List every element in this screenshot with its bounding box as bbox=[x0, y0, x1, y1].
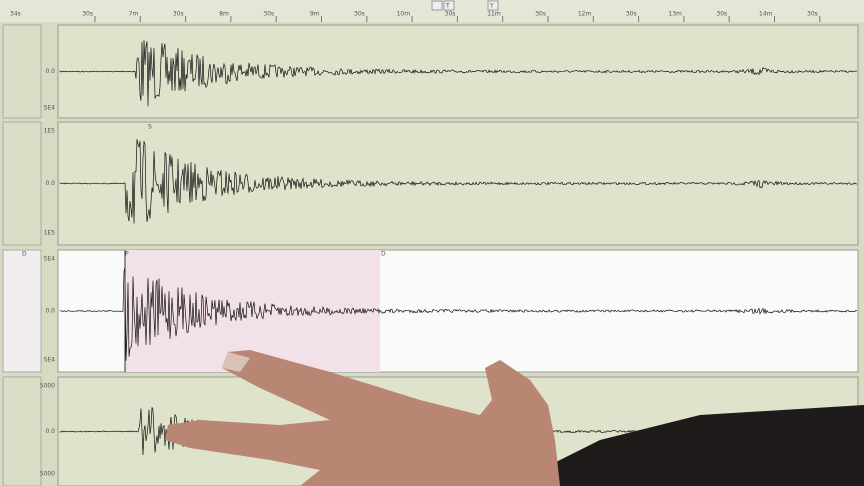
trace-panel bbox=[57, 121, 859, 246]
ruler-label: 30s bbox=[263, 11, 274, 18]
ruler-label: 14m bbox=[759, 11, 773, 18]
ruler-label: 30s bbox=[535, 11, 546, 18]
ruler-label: 30s bbox=[354, 11, 365, 18]
amplitude-label: 5E4 bbox=[44, 105, 56, 112]
marker: D bbox=[22, 251, 27, 258]
amplitude-label: 5000 bbox=[40, 383, 55, 390]
fingernail bbox=[222, 352, 250, 372]
sleeve bbox=[530, 405, 864, 486]
ruler-label: 11m bbox=[487, 11, 501, 18]
ruler-label: 30s bbox=[445, 11, 456, 18]
tool-button-label: Y bbox=[489, 3, 494, 10]
tool-button[interactable] bbox=[487, 0, 499, 11]
amplitude-label: 5000 bbox=[40, 471, 55, 478]
label-column bbox=[2, 24, 42, 119]
waveform bbox=[59, 266, 858, 361]
ruler-label: 10m bbox=[397, 11, 411, 18]
phase-pick: P bbox=[125, 251, 129, 258]
amplitude-label: 0.0 bbox=[45, 428, 55, 435]
ruler-label: 30s bbox=[173, 11, 184, 18]
amplitude-label: 1E5 bbox=[44, 128, 56, 135]
ruler-label: 30s bbox=[626, 11, 637, 18]
ruler-label: 30s bbox=[807, 11, 818, 18]
amplitude-label: 0.0 bbox=[45, 180, 55, 187]
label-column bbox=[2, 376, 42, 486]
phase-pick: S bbox=[148, 124, 152, 131]
tool-button[interactable] bbox=[431, 0, 443, 11]
trace-panel bbox=[57, 24, 859, 119]
amplitude-label: 1E5 bbox=[44, 230, 56, 237]
ruler-label: 7m bbox=[129, 11, 139, 18]
waveform bbox=[59, 40, 858, 107]
label-column bbox=[2, 249, 42, 373]
amplitude-label: 5E4 bbox=[44, 357, 56, 364]
ruler-label: 9m bbox=[310, 11, 320, 18]
ruler-label: 12m bbox=[578, 11, 592, 18]
ruler-label: 8m bbox=[219, 11, 229, 18]
amplitude-label: 0.0 bbox=[45, 68, 55, 75]
amplitude-label: 5E4 bbox=[44, 256, 56, 263]
label-column bbox=[2, 121, 42, 246]
ruler-label: 30s bbox=[716, 11, 727, 18]
marker: D bbox=[381, 251, 386, 258]
ruler-start: 34s bbox=[10, 11, 21, 18]
waveform bbox=[59, 139, 858, 224]
ruler-label: 13m bbox=[668, 11, 682, 18]
amplitude-label: 0.0 bbox=[45, 308, 55, 315]
tool-button[interactable] bbox=[443, 0, 455, 11]
ruler-label: 30s bbox=[82, 11, 93, 18]
hand bbox=[165, 350, 560, 486]
time-ruler bbox=[0, 0, 864, 22]
tool-button-label: T bbox=[445, 3, 450, 10]
